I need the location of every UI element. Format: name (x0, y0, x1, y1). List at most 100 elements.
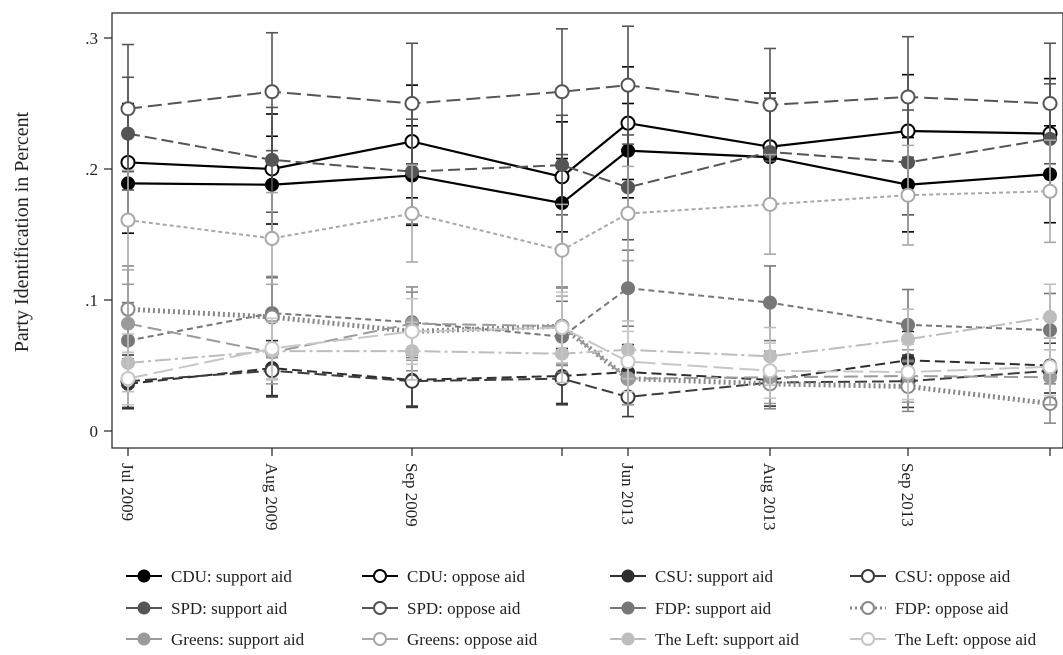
legend-item: The Left: support aid (610, 630, 799, 649)
legend-swatch-marker (137, 601, 151, 615)
y-axis: 0 .1 .2 .3 (85, 29, 112, 441)
series-greens-oppose-aid (120, 139, 1058, 297)
x-tick-label: Aug 2013 (760, 463, 779, 531)
legend-item: CDU: support aid (126, 567, 292, 586)
data-point (555, 158, 569, 173)
x-axis: Jul 2009 Aug 2009 Sep 2009 Jun 2013 Aug 2013… (118, 448, 1051, 531)
series-line (127, 316, 1051, 364)
legend-item: Greens: support aid (126, 630, 305, 649)
data-point (1042, 183, 1058, 199)
legend-swatch-marker (861, 569, 875, 583)
series-line (127, 369, 1051, 398)
legend-label: CSU: support aid (655, 567, 774, 586)
legend-item: SPD: oppose aid (362, 599, 521, 618)
data-point (762, 97, 778, 113)
series-fdp-support-aid (121, 249, 1057, 380)
legend-label: FDP: support aid (655, 599, 772, 618)
data-point (121, 316, 135, 331)
series-line (127, 306, 1051, 406)
x-tick-label: Sep 2013 (898, 463, 917, 527)
data-point (900, 89, 916, 105)
y-tick-label: 0 (90, 422, 99, 441)
legend-item: FDP: support aid (610, 599, 772, 618)
x-tick-label: Sep 2009 (402, 463, 421, 527)
legend-label: The Left: support aid (655, 630, 799, 649)
data-point (120, 101, 136, 117)
legend-swatch-marker (137, 632, 151, 646)
series-line (127, 326, 1051, 380)
data-point (620, 77, 636, 93)
data-point (120, 212, 136, 228)
series-line (127, 149, 1051, 205)
legend-swatch-marker (861, 632, 875, 646)
series-line (127, 121, 1051, 179)
data-point (264, 84, 280, 100)
data-point (621, 281, 635, 296)
data-point (762, 196, 778, 212)
legend-label: CDU: support aid (171, 567, 292, 586)
data-point (620, 354, 636, 370)
legend-item: CDU: oppose aid (362, 567, 526, 586)
data-point (620, 206, 636, 222)
legend-swatch-marker (373, 601, 387, 615)
legend-label: FDP: oppose aid (895, 599, 1009, 618)
data-point (762, 363, 778, 379)
y-axis-label: Party Identification in Percent (11, 111, 33, 352)
series-fdp-oppose-aid (120, 265, 1058, 424)
legend-label: SPD: oppose aid (407, 599, 521, 618)
y-tick-label: .3 (85, 29, 98, 48)
data-point (404, 323, 420, 339)
series-csu-support-aid (121, 330, 1057, 410)
data-point (554, 242, 570, 258)
series-line (127, 132, 1051, 189)
data-point (264, 340, 280, 356)
data-point (1042, 96, 1058, 111)
data-point (120, 371, 136, 387)
plot-area-frame (111, 12, 1063, 449)
legend: CDU: support aid CDU: oppose aid CSU: supp… (126, 567, 1037, 649)
data-point (1043, 310, 1057, 325)
series-spd-oppose-aid (120, 25, 1058, 173)
series-line (127, 190, 1051, 252)
legend-label: Greens: support aid (171, 630, 305, 649)
series-line (127, 84, 1051, 110)
data-point (900, 364, 916, 380)
series-cdu-oppose-aid (120, 66, 1058, 233)
legend-label: Greens: oppose aid (407, 630, 538, 649)
data-point (554, 84, 570, 100)
series-layer (120, 25, 1058, 424)
legend-label: SPD: support aid (171, 599, 288, 618)
legend-swatch-marker (621, 601, 635, 615)
series-csu-oppose-aid (120, 342, 1058, 418)
data-point (404, 206, 420, 222)
legend-item: SPD: support aid (126, 599, 288, 618)
y-tick-label: .2 (85, 160, 98, 179)
series-line (127, 359, 1051, 385)
legend-item: FDP: oppose aid (850, 599, 1009, 618)
legend-item: Greens: oppose aid (362, 630, 538, 649)
y-tick-label: .1 (85, 291, 98, 310)
data-point (265, 152, 279, 167)
legend-label: CDU: oppose aid (407, 567, 526, 586)
legend-swatch-marker (621, 569, 635, 583)
legend-item: CSU: oppose aid (850, 567, 1011, 586)
data-point (763, 295, 777, 310)
x-tick-label: Jun 2013 (618, 463, 637, 525)
legend-swatch-marker (137, 569, 151, 583)
legend-swatch-marker (621, 632, 635, 646)
legend-swatch-marker (373, 569, 387, 583)
data-point (264, 230, 280, 246)
series-the-left-oppose-aid (120, 291, 1058, 406)
legend-swatch-marker (861, 601, 875, 615)
x-tick-label: Jul 2009 (118, 463, 137, 521)
legend-swatch-marker (373, 632, 387, 646)
series-cdu-support-aid (121, 102, 1057, 249)
legend-item: CSU: support aid (610, 567, 774, 586)
data-point (554, 320, 570, 336)
data-point (404, 96, 420, 111)
x-tick-label: Aug 2009 (262, 463, 281, 531)
legend-item: The Left: oppose aid (850, 630, 1037, 649)
legend-label: CSU: oppose aid (895, 567, 1011, 586)
series-spd-support-aid (121, 76, 1057, 241)
